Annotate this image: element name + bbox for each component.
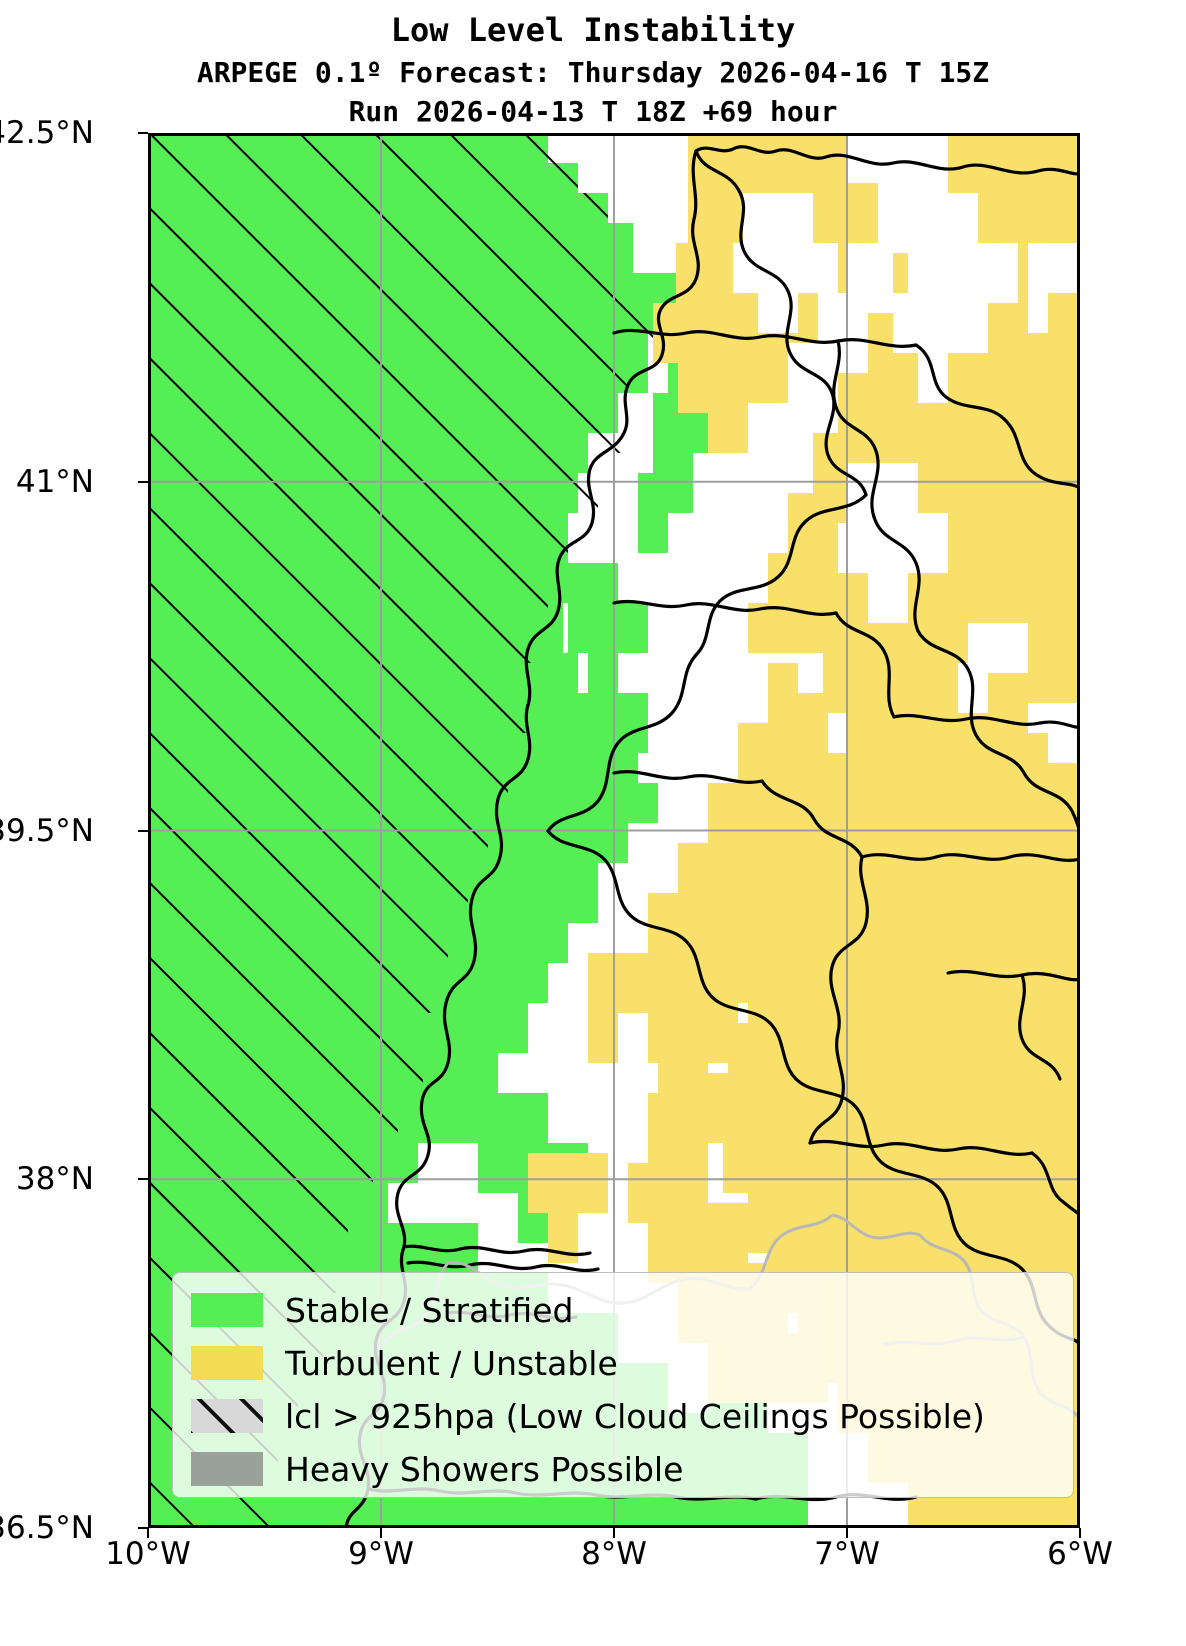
x-axis-tick-mark [1079,1528,1081,1538]
y-axis-tick-mark [138,132,148,134]
figure-titles: Low Level Instability ARPEGE 0.1º Foreca… [0,0,1186,126]
forecast-subtitle: ARPEGE 0.1º Forecast: Thursday 2026-04-1… [196,56,990,89]
x-axis-tick-label: 7°W [814,1536,880,1572]
y-axis-tick-mark [138,829,148,832]
y-axis-tick-label: 36.5°N [0,1510,94,1546]
legend-label-turbulent: Turbulent / Unstable [285,1343,618,1383]
legend-item-turbulent: Turbulent / Unstable [191,1338,1073,1388]
legend-swatch-green-icon [191,1293,263,1327]
x-axis-tick-mark [380,1528,382,1538]
legend-label-lcl: lcl > 925hpa (Low Cloud Ceilings Possibl… [285,1396,985,1436]
run-subtitle: Run 2026-04-13 T 18Z +69 hour [348,95,838,128]
map-legend: Stable / Stratified Turbulent / Unstable… [172,1272,1074,1498]
legend-item-lcl: lcl > 925hpa (Low Cloud Ceilings Possibl… [191,1391,1073,1441]
coastline-borders [344,145,1080,1528]
y-axis-tick-mark [138,1527,148,1529]
x-axis-tick-label: 6°W [1047,1536,1113,1572]
y-axis-tick-label: 41°N [15,463,94,500]
legend-item-stable: Stable / Stratified [191,1285,1073,1335]
x-axis-tick-mark [147,1528,149,1538]
legend-label-showers: Heavy Showers Possible [285,1449,684,1489]
page-title: Low Level Instability [390,11,796,49]
y-axis-tick-mark [138,1178,148,1181]
legend-item-showers: Heavy Showers Possible [191,1444,1073,1494]
x-axis-tick-label: 9°W [348,1536,414,1572]
legend-swatch-yellow-icon [191,1346,263,1380]
x-axis-tick-mark [613,1528,615,1538]
y-axis-tick-label: 38°N [15,1161,94,1198]
x-axis-tick-label: 8°W [581,1536,647,1572]
legend-swatch-hatch-icon [191,1399,263,1433]
x-axis-tick-mark [846,1528,848,1538]
legend-label-stable: Stable / Stratified [285,1290,574,1330]
x-axis-tick-label: 10°W [105,1536,191,1572]
legend-swatch-gray-icon [191,1452,263,1486]
y-axis-tick-label: 39.5°N [0,812,94,849]
y-axis-tick-label: 42.5°N [0,115,94,151]
y-axis-tick-mark [138,480,148,483]
